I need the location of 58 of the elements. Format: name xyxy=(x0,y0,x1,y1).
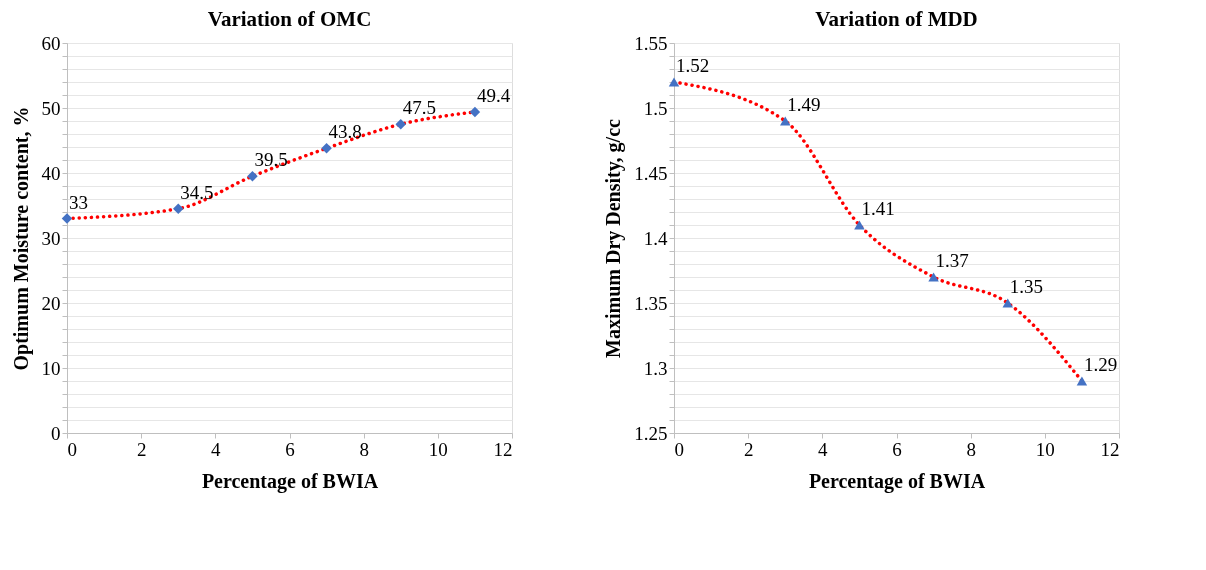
y-tick-label: 50 xyxy=(41,97,61,119)
y-tick-label: 30 xyxy=(41,227,61,249)
x-axis-title: Percentage of BWIA xyxy=(201,469,379,493)
y-tick-label: 40 xyxy=(41,162,61,184)
y-tick-label: 1.5 xyxy=(643,97,668,119)
x-axis-title: Percentage of BWIA xyxy=(808,469,986,493)
y-axis-title: Maximum Dry Density, g/cc xyxy=(602,118,626,358)
chart-title: Variation of MDD xyxy=(815,7,978,31)
point xyxy=(247,171,258,182)
y-axis-title: Optimum Moisture content, % xyxy=(9,106,33,371)
data-label: 1.41 xyxy=(861,198,895,219)
y-tick-label: 10 xyxy=(41,357,61,379)
x-tick-label: 12 xyxy=(1100,438,1120,460)
point xyxy=(61,213,73,224)
point xyxy=(928,272,939,282)
x-tick-label: 6 xyxy=(285,438,295,460)
y-tick-label: 1.4 xyxy=(643,227,668,249)
x-tick-label: 0 xyxy=(67,438,77,460)
y-tick-label: 1.35 xyxy=(634,292,668,314)
data-label: 1.52 xyxy=(676,55,710,76)
x-tick-label: 10 xyxy=(428,438,448,460)
point xyxy=(321,143,332,154)
data-label: 39.5 xyxy=(254,149,288,171)
y-tick-label: 1.55 xyxy=(634,32,668,54)
x-tick-label: 0 xyxy=(674,438,684,460)
x-tick-label: 8 xyxy=(966,438,976,460)
data-label: 1.49 xyxy=(787,94,821,115)
data-label: 47.5 xyxy=(402,97,436,119)
point xyxy=(395,119,406,130)
point xyxy=(469,106,481,118)
point xyxy=(1002,298,1013,308)
point xyxy=(1076,376,1088,386)
x-tick-label: 2 xyxy=(743,438,754,460)
y-tick-label: 1.45 xyxy=(634,162,668,184)
x-tick-label: 12 xyxy=(493,438,513,460)
y-tick-label: 20 xyxy=(41,292,61,314)
data-label: 1.37 xyxy=(935,250,969,271)
data-label: 34.5 xyxy=(180,181,214,203)
x-tick-label: 2 xyxy=(136,438,147,460)
point xyxy=(668,77,680,87)
data-label: 43.8 xyxy=(328,121,362,143)
point xyxy=(854,220,865,230)
y-tick-label: 60 xyxy=(41,32,61,54)
x-tick-label: 6 xyxy=(892,438,902,460)
x-tick-label: 4 xyxy=(211,438,222,460)
x-tick-label: 4 xyxy=(818,438,829,460)
point xyxy=(173,203,184,214)
y-tick-label: 1.3 xyxy=(643,357,668,379)
chart-title: Variation of OMC xyxy=(207,7,372,31)
data-label: 33 xyxy=(69,191,88,213)
y-tick-label: 0 xyxy=(51,422,61,444)
data-label: 49.4 xyxy=(476,84,511,106)
point xyxy=(780,116,791,126)
data-label: 1.29 xyxy=(1083,354,1118,375)
x-tick-label: 8 xyxy=(359,438,369,460)
y-tick-label: 1.25 xyxy=(634,422,668,444)
data-label: 1.35 xyxy=(1009,276,1043,297)
x-tick-label: 10 xyxy=(1035,438,1055,460)
